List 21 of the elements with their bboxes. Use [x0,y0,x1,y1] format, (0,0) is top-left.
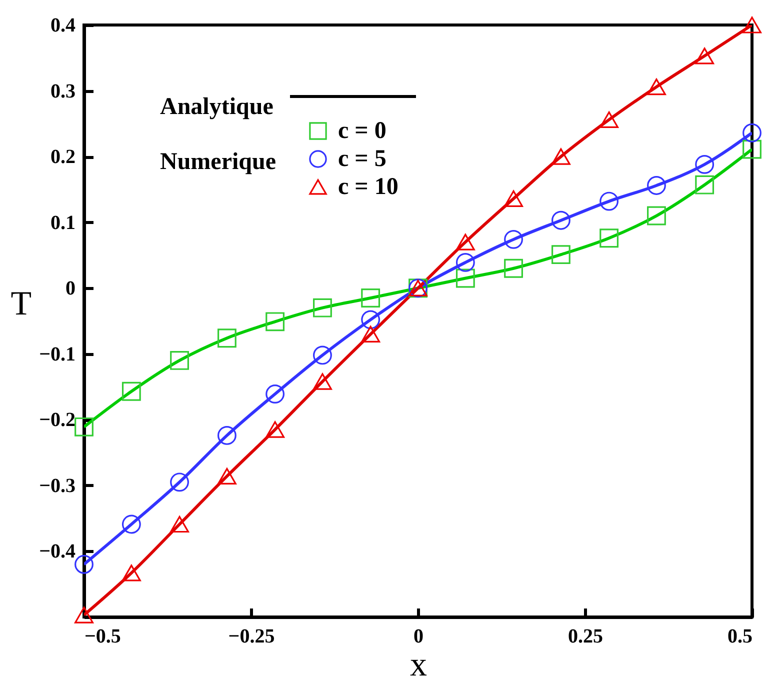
y-tick-label: 0.2 [50,146,76,168]
y-tick-label: 0.3 [50,80,76,102]
y-tick-label: 0.4 [50,14,76,36]
y-tick-label: −0.1 [39,343,76,366]
x-tick-label: −0.25 [228,626,275,648]
annotation: Numerique [160,149,276,175]
x-tick-label: 0.5 [728,626,752,648]
legend-label: c = 10 [338,174,398,200]
x-tick-label: 0 [414,626,424,648]
y-axis-title: T [10,286,32,322]
y-tick-label: 0 [66,278,76,300]
legend-label: c = 0 [338,118,386,144]
x-tick-label: 0.25 [568,626,603,648]
x-tick-label: −0.5 [84,626,121,648]
x-axis-title: x [410,646,427,680]
y-tick-label: −0.2 [39,409,76,432]
annotation: Analytique [160,94,274,120]
y-tick-label: −0.3 [39,474,76,497]
y-tick-label: −0.4 [39,540,76,563]
legend-label: c = 5 [338,146,386,172]
y-tick-label: 0.1 [50,212,76,234]
